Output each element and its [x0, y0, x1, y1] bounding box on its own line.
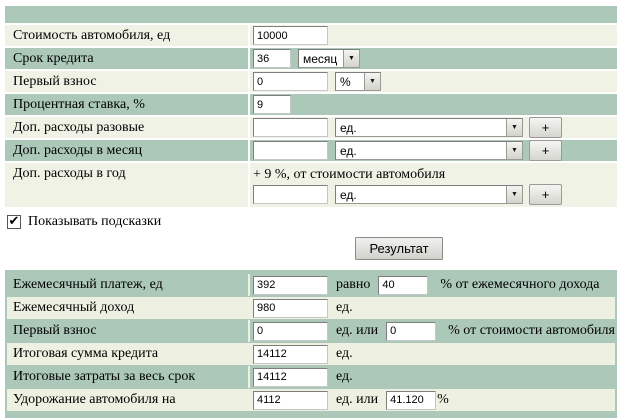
monthly-income-input[interactable]	[253, 298, 328, 318]
one-time-expenses-unit-value: ед.	[340, 120, 357, 135]
row-monthly-payment: Ежемесячный платеж, ед равно % от ежемес…	[7, 274, 615, 296]
monthly-payment-mid-text: равно	[336, 277, 371, 292]
result-down-payment-mid-text: ед. или	[336, 323, 379, 338]
yearly-expenses-input[interactable]	[253, 185, 328, 204]
price-increase-suffix-text: %	[437, 392, 449, 407]
total-cost-label: Итоговые затраты за весь срок	[7, 366, 250, 388]
monthly-expenses-add-button[interactable]: +	[529, 140, 562, 161]
result-down-payment-suffix-text: % от стоимости автомобиля	[448, 323, 615, 338]
total-credit-label: Итоговая сумма кредита	[7, 343, 250, 365]
row-price-increase: Удорожание автомобиля на ед. или %	[7, 389, 615, 411]
monthly-expenses-unit-value: ед.	[340, 143, 357, 158]
price-increase-label: Удорожание автомобиля на	[7, 389, 250, 411]
result-down-payment-label: Первый взнос	[7, 320, 250, 342]
total-cost-input[interactable]	[253, 367, 328, 387]
credit-term-unit-value: месяц	[303, 51, 338, 66]
car-price-label: Стоимость автомобиля, ед	[5, 25, 250, 46]
monthly-payment-suffix-text: % от ежемесячного дохода	[440, 277, 600, 292]
row-down-payment: Первый взнос % ▼	[5, 71, 617, 92]
row-monthly-income: Ежемесячный доход ед.	[7, 297, 615, 319]
interest-rate-input[interactable]	[253, 95, 291, 114]
credit-term-input[interactable]	[253, 49, 291, 68]
total-credit-unit-text: ед.	[336, 346, 353, 361]
monthly-expenses-input[interactable]	[253, 141, 328, 160]
chevron-down-icon[interactable]: ▼	[364, 73, 380, 90]
one-time-expenses-unit-select[interactable]: ед. ▼	[335, 118, 523, 137]
monthly-payment-label: Ежемесячный платеж, ед	[7, 274, 250, 296]
down-payment-unit-select[interactable]: % ▼	[335, 72, 381, 91]
down-payment-percent-input[interactable]	[386, 321, 437, 341]
yearly-expenses-add-button[interactable]: +	[529, 184, 562, 205]
car-price-input[interactable]	[253, 26, 328, 45]
one-time-expenses-label: Доп. расходы разовые	[5, 117, 250, 138]
price-increase-mid-text: ед. или	[336, 392, 379, 407]
chevron-down-icon[interactable]: ▼	[343, 50, 359, 67]
row-yearly-expenses: Доп. расходы в год + 9 %, от стоимости а…	[5, 163, 617, 207]
yearly-expenses-unit-select[interactable]: ед. ▼	[335, 185, 523, 204]
monthly-expenses-unit-select[interactable]: ед. ▼	[335, 141, 523, 160]
credit-term-unit-select[interactable]: месяц ▼	[298, 49, 360, 68]
monthly-payment-input[interactable]	[253, 275, 328, 295]
chevron-down-icon[interactable]: ▼	[506, 119, 522, 136]
down-payment-input[interactable]	[253, 72, 328, 91]
show-hints-checkbox[interactable]: ✔	[7, 214, 21, 229]
result-button[interactable]: Результат	[355, 237, 443, 260]
price-increase-input[interactable]	[253, 390, 328, 410]
submit-row: Результат	[5, 237, 617, 260]
monthly-income-label: Ежемесячный доход	[7, 297, 250, 319]
show-hints-label: Показывать подсказки	[28, 214, 162, 229]
down-payment-unit-value: %	[340, 74, 351, 89]
row-total-cost: Итоговые затраты за весь срок ед.	[7, 366, 615, 388]
form-header-bar	[5, 6, 617, 23]
row-one-time-expenses: Доп. расходы разовые ед. ▼ +	[5, 117, 617, 138]
row-result-down-payment: Первый взнос ед. или % от стоимости авто…	[7, 320, 615, 342]
down-payment-label: Первый взнос	[5, 71, 250, 92]
row-interest-rate: Процентная ставка, %	[5, 94, 617, 115]
loan-calculator: Стоимость автомобиля, ед Срок кредита ме…	[5, 6, 617, 418]
interest-rate-label: Процентная ставка, %	[5, 94, 250, 115]
row-monthly-expenses: Доп. расходы в месяц ед. ▼ +	[5, 140, 617, 161]
row-total-credit: Итоговая сумма кредита ед.	[7, 343, 615, 365]
yearly-expenses-label: Доп. расходы в год	[5, 163, 250, 207]
total-cost-unit-text: ед.	[336, 369, 353, 384]
one-time-expenses-add-button[interactable]: +	[529, 117, 562, 138]
price-increase-percent-input[interactable]	[386, 390, 437, 410]
payment-income-percent-input[interactable]	[378, 275, 429, 295]
row-car-price: Стоимость автомобиля, ед	[5, 25, 617, 46]
monthly-expenses-label: Доп. расходы в месяц	[5, 140, 250, 161]
total-credit-input[interactable]	[253, 344, 328, 364]
chevron-down-icon[interactable]: ▼	[506, 186, 522, 203]
yearly-expenses-unit-value: ед.	[340, 187, 357, 202]
yearly-expenses-note: + 9 %, от стоимости автомобиля	[253, 166, 446, 182]
row-credit-term: Срок кредита месяц ▼	[5, 48, 617, 69]
monthly-income-unit-text: ед.	[336, 300, 353, 315]
show-hints-row: ✔ Показывать подсказки	[7, 214, 617, 230]
chevron-down-icon[interactable]: ▼	[506, 142, 522, 159]
one-time-expenses-input[interactable]	[253, 118, 328, 137]
credit-term-label: Срок кредита	[5, 48, 250, 69]
result-down-payment-input[interactable]	[253, 321, 328, 341]
results-table: Ежемесячный платеж, ед равно % от ежемес…	[5, 270, 617, 418]
